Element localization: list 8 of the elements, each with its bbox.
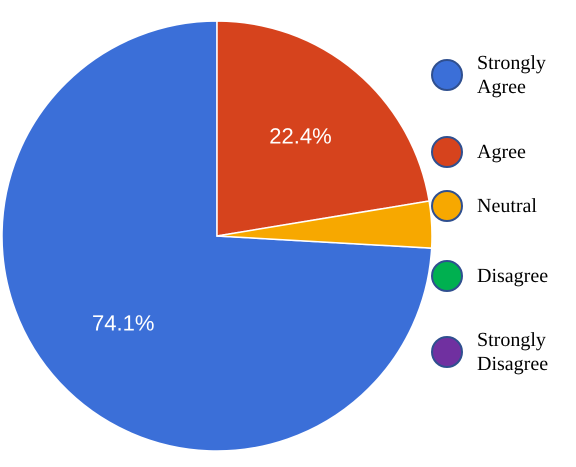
pie-slice — [1, 20, 432, 452]
legend-label: Disagree — [477, 265, 548, 287]
legend-label: Strongly Disagree — [477, 329, 548, 375]
legend-label: Strongly Agree — [477, 52, 546, 98]
legend-label: Neutral — [477, 195, 538, 217]
legend-label: Agree — [477, 141, 526, 163]
data-label: 22.4% — [269, 123, 332, 148]
data-label: 74.1% — [92, 310, 154, 336]
